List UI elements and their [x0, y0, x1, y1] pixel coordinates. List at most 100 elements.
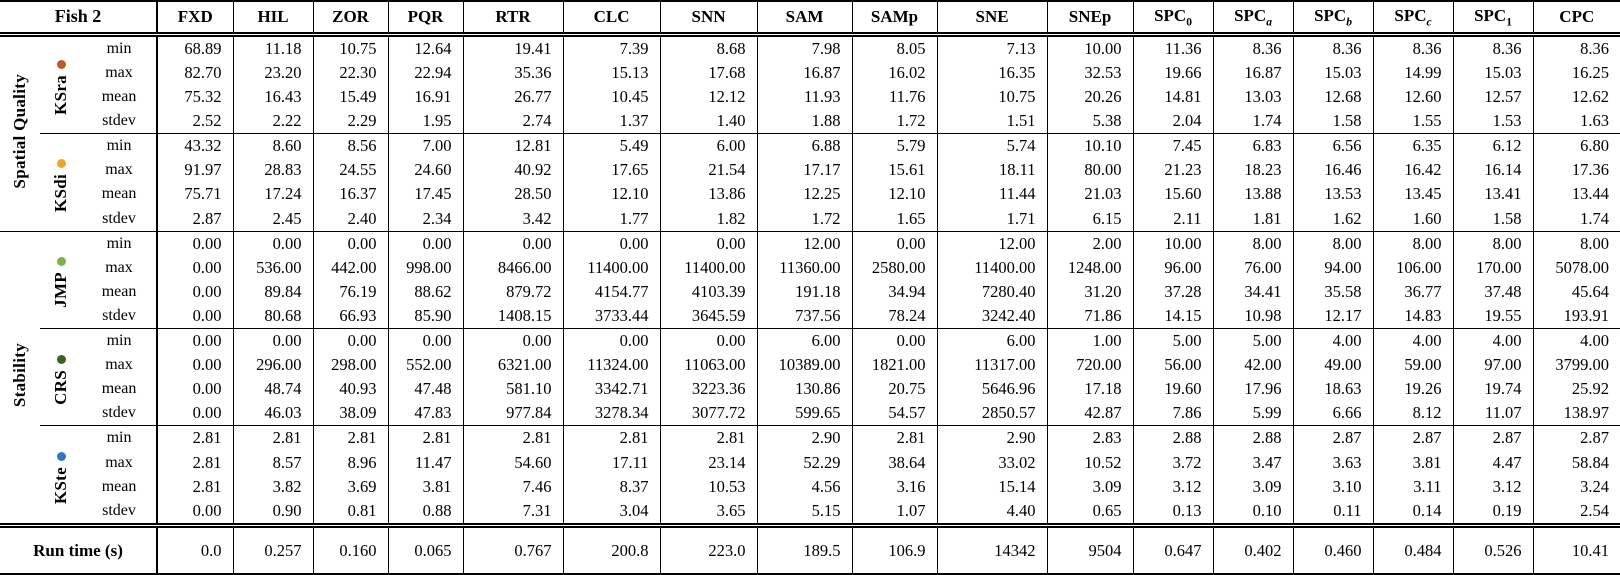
value-cell: 15.60 — [1132, 182, 1214, 207]
column-header: SAMp — [851, 1, 938, 37]
value-cell: 1.81 — [1212, 206, 1294, 232]
value-cell: 13.41 — [1452, 182, 1534, 207]
column-header-base: HIL — [257, 6, 289, 26]
value-cell: 0.19 — [1452, 498, 1534, 526]
value-cell: 0.90 — [232, 498, 314, 526]
runtime-value: 189.5 — [756, 523, 853, 574]
column-header: RTR — [462, 1, 564, 37]
value-cell: 2.54 — [1532, 498, 1620, 526]
value-cell: 15.61 — [851, 158, 938, 183]
value-cell: 2.81 — [156, 450, 234, 475]
value-cell: 296.00 — [232, 353, 314, 378]
table-row: Stability JMP min 0.00 0.00 0.00 0.00 0.00 0.00 0… — [0, 230, 1620, 526]
value-cell: 16.35 — [936, 61, 1048, 86]
value-cell: 8.68 — [659, 34, 758, 62]
value-cell: 193.91 — [1532, 303, 1620, 329]
column-header-base: SPC — [1394, 5, 1427, 25]
value-cell: 8.36 — [1532, 34, 1620, 62]
value-cell: 8.36 — [1452, 34, 1534, 62]
value-cell: 10.10 — [1046, 133, 1134, 159]
value-cell: 15.03 — [1452, 61, 1534, 86]
value-cell: 1.74 — [1532, 206, 1620, 232]
stat-label: max — [105, 64, 133, 82]
column-header-subscript: 1 — [1506, 14, 1512, 28]
value-cell: 10389.00 — [756, 353, 853, 378]
value-cell: 36.77 — [1372, 279, 1454, 304]
value-cell: 11360.00 — [756, 255, 853, 280]
value-cell: 43.32 — [156, 133, 234, 159]
value-cell: 4.00 — [1372, 328, 1454, 354]
value-cell: 3.11 — [1372, 474, 1454, 499]
value-cell: 1.55 — [1372, 109, 1454, 134]
value-cell: 6.56 — [1292, 133, 1374, 159]
table-row: max 82.70 23.20 22.30 22.94 35.36 15.13 17.68 16… — [0, 61, 1620, 86]
method-label-stack: KSte — [51, 451, 71, 504]
value-cell: 11400.00 — [936, 255, 1048, 280]
value-cell: 720.00 — [1046, 353, 1134, 378]
value-cell: 3.42 — [462, 206, 564, 232]
value-cell: 3.24 — [1532, 474, 1620, 499]
method-label-stack: KSra — [51, 60, 71, 115]
column-header-base: FXD — [177, 6, 213, 26]
value-cell: 10.45 — [562, 85, 661, 110]
value-cell: 3.81 — [1372, 450, 1454, 475]
value-cell: 2.00 — [1046, 230, 1134, 256]
value-cell: 12.62 — [1532, 85, 1620, 110]
value-cell: 17.65 — [562, 158, 661, 183]
method-color-dot — [56, 60, 66, 70]
stat-label: stdev — [102, 112, 136, 130]
value-cell: 5646.96 — [936, 377, 1048, 402]
value-cell: 7.39 — [562, 34, 661, 62]
stat-label: mean — [101, 88, 137, 106]
value-cell: 3242.40 — [936, 303, 1048, 329]
value-cell: 8.12 — [1372, 401, 1454, 426]
value-cell: 7.86 — [1132, 401, 1214, 426]
value-cell: 13.86 — [659, 182, 758, 207]
stat-label: mean — [101, 282, 137, 300]
value-cell: 78.24 — [851, 303, 938, 329]
value-cell: 106.00 — [1372, 255, 1454, 280]
column-header: ZOR — [312, 1, 389, 37]
table-row: mean 75.71 17.24 16.37 17.45 28.50 12.10 13.86 1… — [0, 182, 1620, 207]
value-cell: 1.74 — [1212, 109, 1294, 134]
value-cell: 14.15 — [1132, 303, 1214, 329]
value-cell: 4.47 — [1452, 450, 1534, 475]
value-cell: 4.56 — [756, 474, 853, 499]
method-color-dot — [56, 158, 66, 168]
value-cell: 85.90 — [387, 303, 464, 329]
value-cell: 1.95 — [387, 109, 464, 134]
value-cell: 48.74 — [232, 377, 314, 402]
method-label-text: JMP — [51, 272, 70, 309]
value-cell: 22.30 — [312, 61, 389, 86]
value-cell: 16.87 — [756, 61, 853, 86]
value-cell: 3278.34 — [562, 401, 661, 426]
value-cell: 4154.77 — [562, 279, 661, 304]
value-cell: 8.00 — [1292, 230, 1374, 256]
value-cell: 552.00 — [387, 353, 464, 378]
value-cell: 3.63 — [1292, 450, 1374, 475]
value-cell: 0.14 — [1372, 498, 1454, 526]
table-row: stdev 0.00 80.68 66.93 85.90 1408.15 3733.44 36… — [0, 303, 1620, 329]
value-cell: 298.00 — [312, 353, 389, 378]
stat-label: min — [82, 425, 158, 451]
value-cell: 68.89 — [156, 34, 234, 62]
value-cell: 20.26 — [1046, 85, 1134, 110]
value-cell: 13.03 — [1212, 85, 1294, 110]
value-cell: 82.70 — [156, 61, 234, 86]
value-cell: 19.26 — [1372, 377, 1454, 402]
stat-label: max — [105, 161, 133, 179]
value-cell: 75.71 — [156, 182, 234, 207]
value-cell: 16.91 — [387, 85, 464, 110]
value-cell: 47.83 — [387, 401, 464, 426]
value-cell: 6.80 — [1532, 133, 1620, 159]
value-cell: 21.03 — [1046, 182, 1134, 207]
stat-label: stdev — [102, 306, 136, 324]
value-cell: 0.00 — [387, 230, 464, 256]
value-cell: 28.50 — [462, 182, 564, 207]
value-cell: 45.64 — [1532, 279, 1620, 304]
value-cell: 17.68 — [659, 61, 758, 86]
runtime-value: 0.160 — [312, 523, 389, 574]
value-cell: 94.00 — [1292, 255, 1374, 280]
value-cell: 170.00 — [1452, 255, 1534, 280]
value-cell: 12.81 — [462, 133, 564, 159]
